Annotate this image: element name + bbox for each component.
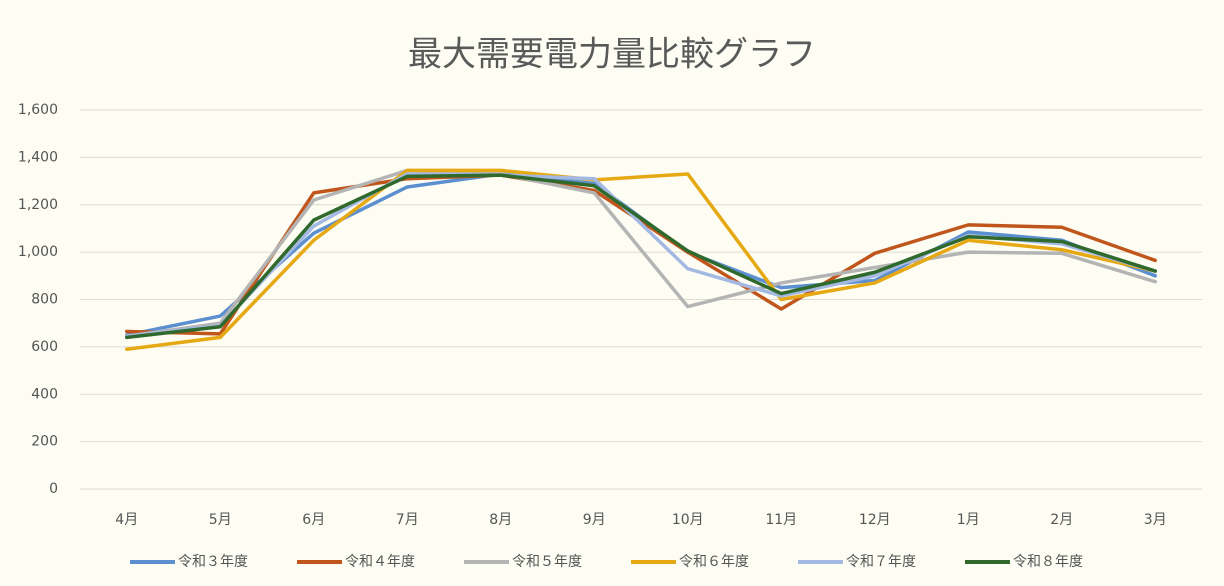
y-tick-label: 1,400: [18, 149, 58, 165]
x-tick-label: 3月: [1144, 512, 1167, 528]
x-tick-label: 12月: [859, 512, 891, 528]
x-tick-label: 9月: [583, 512, 606, 528]
legend-label: 令和６年度: [679, 554, 749, 570]
series-line: [125, 173, 1157, 340]
series-line: [125, 168, 1157, 351]
x-tick-label: 2月: [1050, 512, 1073, 528]
y-tick-label: 1,600: [18, 102, 58, 118]
x-tick-label: 5月: [209, 512, 232, 528]
y-tick-label: 400: [31, 386, 58, 402]
x-tick-label: 4月: [115, 512, 138, 528]
x-tick-label: 10月: [672, 512, 704, 528]
legend-label: 令和７年度: [846, 554, 916, 570]
y-tick-label: 1,000: [18, 244, 58, 260]
legend-label: 令和３年度: [178, 554, 248, 570]
y-tick-label: 800: [31, 292, 58, 308]
legend-label: 令和８年度: [1013, 554, 1083, 570]
legend-label: 令和５年度: [512, 554, 582, 570]
x-tick-label: 8月: [489, 512, 512, 528]
x-tick-label: 6月: [302, 512, 325, 528]
series-line: [125, 168, 1157, 338]
legend-label: 令和４年度: [345, 554, 415, 570]
x-tick-label: 7月: [396, 512, 419, 528]
y-tick-label: 200: [31, 434, 58, 450]
y-tick-label: 600: [31, 339, 58, 355]
x-tick-label: 1月: [957, 512, 980, 528]
y-tick-label: 1,200: [18, 197, 58, 213]
chart-title: 最大需要電力量比較グラフ: [408, 35, 816, 75]
y-tick-label: 0: [49, 481, 58, 497]
x-tick-label: 11月: [765, 512, 797, 528]
